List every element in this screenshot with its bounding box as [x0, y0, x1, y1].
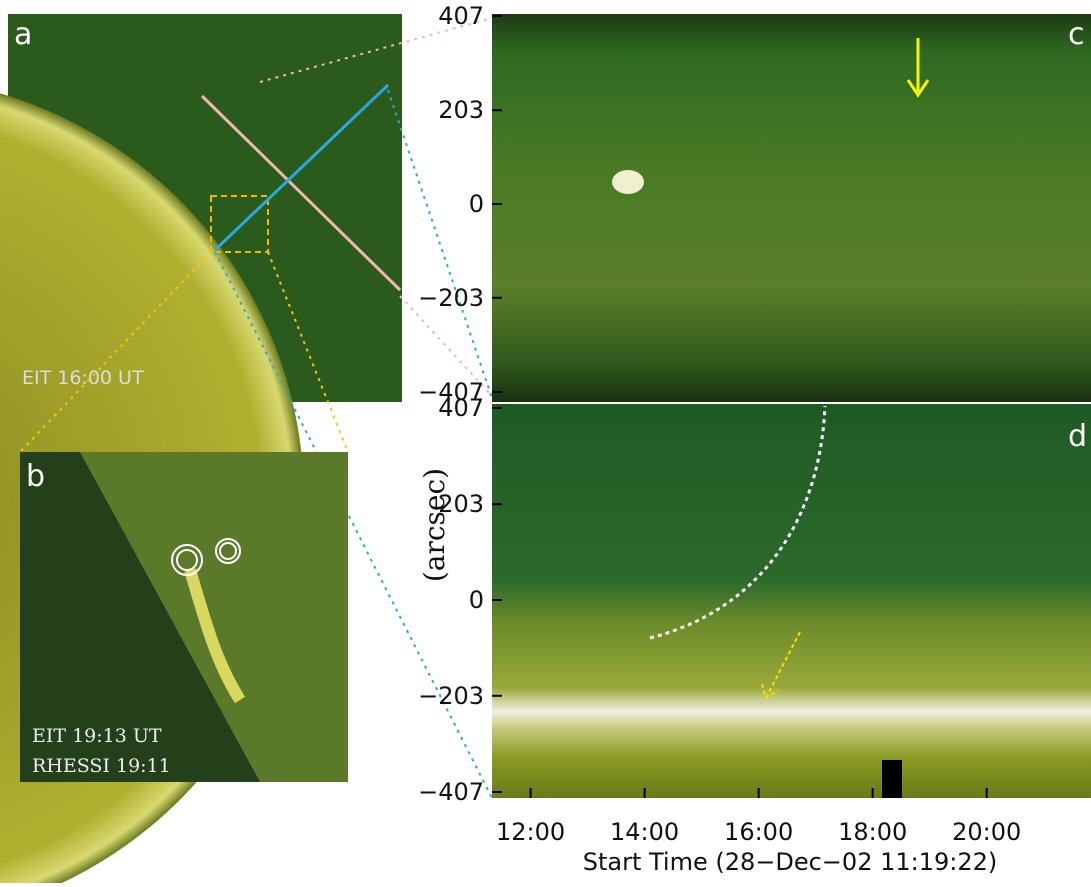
y-tick-label: 407 — [438, 2, 484, 30]
panel-label: b — [26, 459, 45, 494]
panel-d: d — [492, 404, 1091, 798]
x-tick-label: 20:00 — [952, 818, 1021, 846]
x-tick-label: 16:00 — [724, 818, 793, 846]
y-tick-label: −407 — [418, 778, 484, 806]
y-tick-label: 0 — [469, 586, 484, 614]
connectors — [19, 17, 493, 799]
x-tick-label: 14:00 — [610, 818, 679, 846]
panel-b: b EIT 19:13 UT RHESSI 19:11 — [20, 452, 348, 782]
y-tick-label: −203 — [418, 284, 484, 312]
x-tick-label: 12:00 — [496, 818, 565, 846]
x-axis-label: Start Time (28−Dec−02 11:19:22) — [583, 848, 998, 876]
y-tick-label: 203 — [438, 490, 484, 518]
caption: RHESSI 19:11 — [32, 755, 171, 777]
caption: EIT 19:13 UT — [32, 725, 162, 747]
panel-label: d — [1068, 419, 1087, 454]
caption: EIT 16:00 UT — [22, 367, 144, 389]
y-tick-label: 0 — [469, 190, 484, 218]
y-axis-label: (arcsec) — [418, 468, 451, 582]
y-tick-label: 203 — [438, 96, 484, 124]
panel-label: c — [1068, 17, 1085, 52]
panel-label: a — [14, 17, 32, 52]
panel-c: c — [492, 14, 1091, 402]
x-tick-label: 18:00 — [838, 818, 907, 846]
y-tick-label: −407 — [418, 378, 484, 406]
y-tick-label: −203 — [418, 682, 484, 710]
y-tick-label: 407 — [438, 394, 484, 422]
